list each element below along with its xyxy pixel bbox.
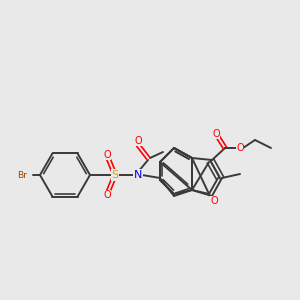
- Text: O: O: [236, 143, 244, 153]
- Text: O: O: [103, 190, 111, 200]
- Text: O: O: [103, 150, 111, 160]
- Text: O: O: [134, 136, 142, 146]
- Text: N: N: [134, 170, 142, 180]
- Text: O: O: [212, 129, 220, 139]
- Text: S: S: [111, 170, 118, 180]
- Text: Br: Br: [17, 170, 27, 179]
- Text: O: O: [210, 196, 218, 206]
